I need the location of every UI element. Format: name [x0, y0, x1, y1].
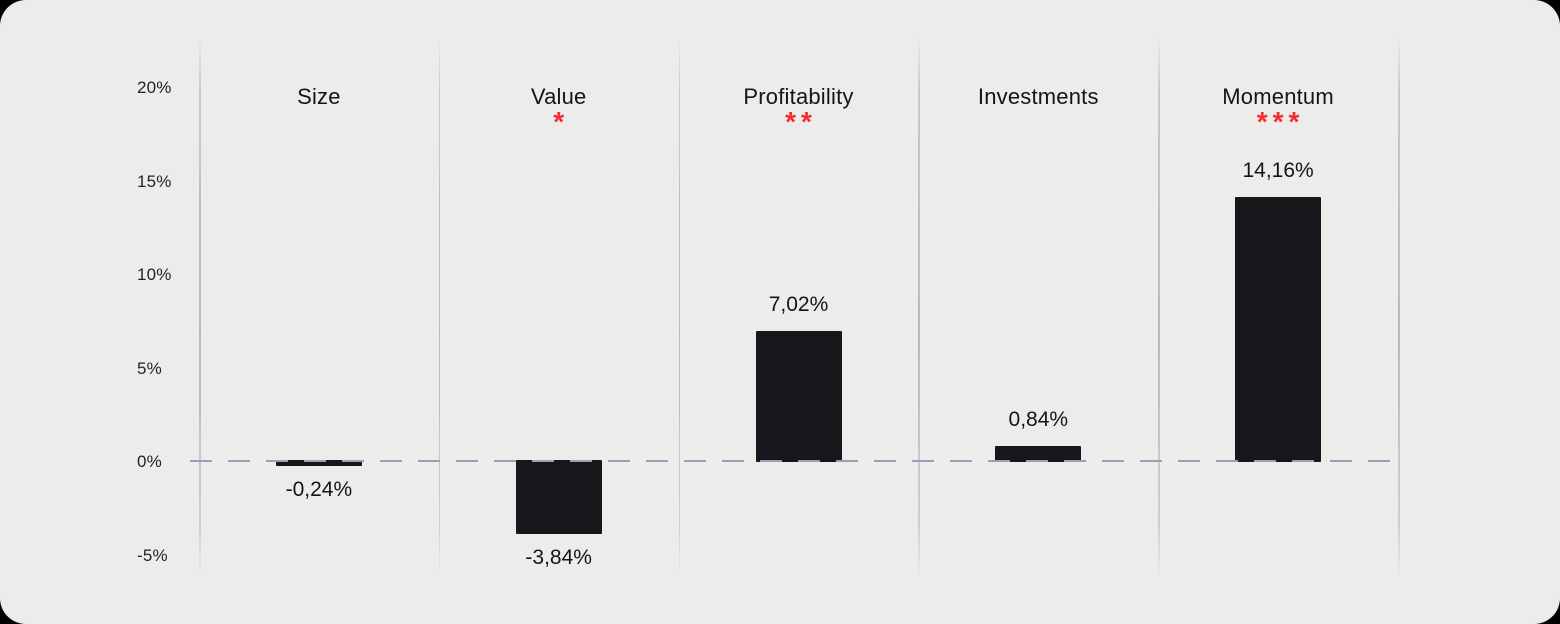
bar-momentum	[1235, 197, 1322, 462]
category-label: Momentum	[1222, 84, 1334, 109]
bar-value-label: 0,84%	[1008, 408, 1069, 432]
bar-value-label: -0,24%	[285, 478, 353, 502]
column-divider	[438, 36, 441, 580]
significance-asterisks: **	[785, 106, 817, 137]
bar-value-label: 7,02%	[768, 292, 829, 316]
category-label: Value	[530, 84, 587, 109]
y-axis-tick: 10%	[137, 265, 172, 284]
bar-value	[515, 460, 602, 534]
y-axis-tick: 5%	[137, 358, 162, 378]
bar-investments	[995, 446, 1082, 462]
column-divider	[199, 36, 201, 580]
bar-value-label: -3,84%	[525, 545, 592, 569]
y-axis-tick: 15%	[137, 171, 172, 191]
category-label: Investments	[977, 84, 1099, 109]
category-label: Profitability	[743, 84, 854, 109]
y-axis-tick: 0%	[137, 452, 162, 471]
bar-size	[275, 460, 362, 467]
y-axis-tick: -5%	[137, 545, 168, 565]
significance-asterisks: *	[553, 106, 570, 137]
bar-profitability	[755, 330, 842, 462]
column-divider	[918, 36, 920, 580]
y-axis-tick: 20%	[137, 78, 172, 97]
category-label: Size	[297, 84, 341, 109]
significance-asterisks: ***	[1256, 106, 1305, 137]
zero-axis-dashed-line	[190, 460, 1404, 462]
column-divider	[1158, 36, 1160, 580]
bar-value-label: 14,16%	[1242, 159, 1314, 183]
column-divider	[1398, 36, 1400, 580]
column-divider	[678, 36, 681, 580]
